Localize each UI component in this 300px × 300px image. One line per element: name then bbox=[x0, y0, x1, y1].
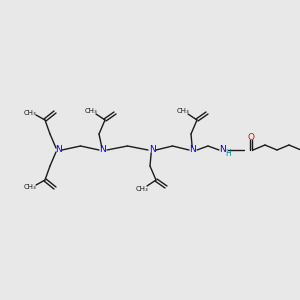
Text: CH₃: CH₃ bbox=[85, 108, 98, 114]
Text: N: N bbox=[148, 146, 155, 154]
Text: N: N bbox=[220, 146, 226, 154]
Text: CH₃: CH₃ bbox=[24, 184, 36, 190]
Text: N: N bbox=[55, 146, 62, 154]
Text: H: H bbox=[225, 149, 231, 158]
Text: CH₃: CH₃ bbox=[136, 186, 148, 192]
Text: O: O bbox=[248, 133, 254, 142]
Text: N: N bbox=[190, 146, 196, 154]
Text: CH₃: CH₃ bbox=[24, 110, 36, 116]
Text: N: N bbox=[100, 146, 106, 154]
Text: CH₃: CH₃ bbox=[177, 108, 189, 114]
